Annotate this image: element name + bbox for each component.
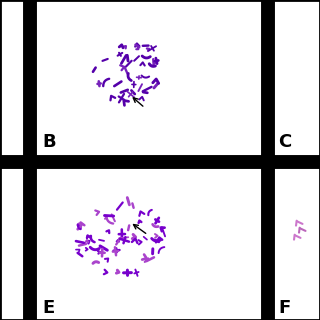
Text: B: B	[42, 133, 56, 151]
Text: E: E	[42, 299, 54, 317]
Text: F: F	[278, 299, 290, 317]
Text: C: C	[278, 133, 291, 151]
